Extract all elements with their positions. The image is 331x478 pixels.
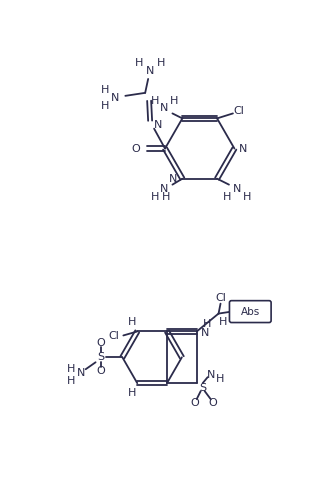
Text: N: N [239,143,248,153]
Text: H: H [162,192,171,202]
Text: S: S [199,383,206,393]
Text: N: N [160,103,169,113]
Text: H: H [150,192,159,202]
Text: H: H [219,316,228,326]
Text: O: O [132,143,141,153]
Text: N: N [169,174,178,184]
Text: Cl: Cl [233,107,244,117]
FancyBboxPatch shape [229,301,271,323]
Text: H: H [157,58,165,68]
Text: H: H [101,85,110,95]
Text: O: O [190,398,199,408]
Text: S: S [97,352,104,362]
Text: O: O [96,366,105,376]
Text: Cl: Cl [108,331,119,341]
Text: N: N [233,184,241,194]
Text: Cl: Cl [215,293,226,303]
Text: H: H [101,101,110,111]
Text: H: H [170,97,179,107]
Text: H: H [135,58,143,68]
Text: N: N [111,93,119,103]
Text: H: H [128,388,136,398]
Text: N: N [201,328,209,338]
Text: H: H [223,192,231,202]
Text: N: N [160,184,169,194]
Text: O: O [208,398,217,408]
Text: N: N [146,66,154,76]
Text: H: H [203,318,211,328]
Text: O: O [96,338,105,348]
Text: N: N [154,120,162,130]
Text: Abs: Abs [241,306,260,316]
Text: H: H [67,376,75,386]
Text: N: N [76,368,85,378]
Text: H: H [216,374,225,384]
Text: H: H [150,97,159,107]
Text: H: H [128,316,136,326]
Text: H: H [67,364,75,374]
Text: H: H [243,192,251,202]
Text: N: N [207,370,215,380]
